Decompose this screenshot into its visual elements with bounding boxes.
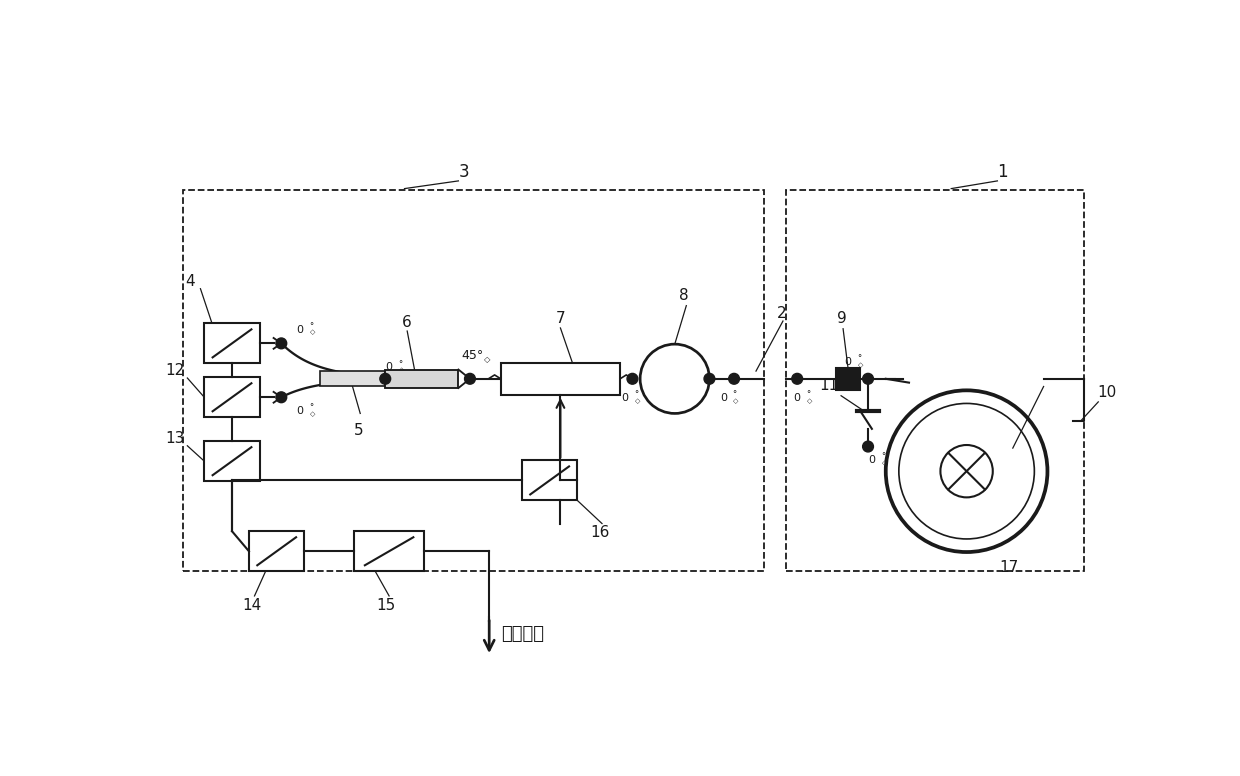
Text: ◇: ◇ <box>310 411 315 417</box>
Text: °: ° <box>882 452 885 461</box>
Text: ◇: ◇ <box>807 398 812 404</box>
Text: 0: 0 <box>621 393 629 403</box>
Text: 6: 6 <box>402 314 412 330</box>
Text: 12: 12 <box>166 363 185 378</box>
Text: °: ° <box>806 390 811 400</box>
Text: 3: 3 <box>459 163 469 181</box>
Text: ◇: ◇ <box>485 355 491 364</box>
Text: 10: 10 <box>1097 386 1117 400</box>
Bar <box>386 369 459 388</box>
Circle shape <box>863 373 873 384</box>
Text: 0: 0 <box>719 393 727 403</box>
Text: 1: 1 <box>997 163 1008 181</box>
Bar <box>320 371 386 386</box>
Text: 5: 5 <box>353 424 363 438</box>
Text: 13: 13 <box>166 431 185 445</box>
Bar <box>205 442 259 481</box>
Text: 0: 0 <box>296 406 304 416</box>
Text: 7: 7 <box>556 310 565 326</box>
Text: ◇: ◇ <box>635 398 640 404</box>
Text: 0: 0 <box>296 324 304 334</box>
Text: 0: 0 <box>844 357 852 367</box>
Text: 11: 11 <box>820 378 838 393</box>
Text: °: ° <box>733 390 737 400</box>
Bar <box>522 460 578 501</box>
Circle shape <box>277 338 286 348</box>
Text: 4: 4 <box>186 274 195 289</box>
Bar <box>786 190 1085 571</box>
Text: ◇: ◇ <box>882 459 888 466</box>
Text: ◇: ◇ <box>399 367 404 373</box>
Circle shape <box>863 442 873 452</box>
Text: °: ° <box>634 390 639 400</box>
Bar <box>355 532 424 571</box>
Bar <box>205 377 259 417</box>
Text: ◇: ◇ <box>858 362 863 368</box>
Text: 14: 14 <box>242 598 262 613</box>
Text: 9: 9 <box>837 311 847 327</box>
Bar <box>836 368 861 390</box>
Text: 2: 2 <box>776 306 786 321</box>
Bar <box>205 324 259 363</box>
Circle shape <box>277 392 286 403</box>
Circle shape <box>792 373 802 384</box>
Circle shape <box>465 373 475 384</box>
Text: °: ° <box>857 355 862 363</box>
Text: 数字信号: 数字信号 <box>501 625 544 643</box>
Text: 0: 0 <box>794 393 801 403</box>
Text: 0: 0 <box>868 455 875 465</box>
Circle shape <box>729 373 739 384</box>
Text: 8: 8 <box>680 289 689 303</box>
Bar <box>182 190 764 571</box>
Text: 0: 0 <box>386 362 393 372</box>
Text: 17: 17 <box>999 559 1018 575</box>
Bar <box>501 362 620 395</box>
Text: ◇: ◇ <box>733 398 739 404</box>
Circle shape <box>627 373 637 384</box>
Text: °: ° <box>309 322 314 331</box>
Circle shape <box>379 373 391 384</box>
Bar <box>249 532 304 571</box>
Text: 15: 15 <box>376 598 396 613</box>
Text: 16: 16 <box>590 525 610 540</box>
Text: °: ° <box>398 359 403 369</box>
Text: °: ° <box>309 404 314 413</box>
Text: ◇: ◇ <box>310 330 315 335</box>
Text: 45°: 45° <box>461 349 484 362</box>
Circle shape <box>704 373 714 384</box>
